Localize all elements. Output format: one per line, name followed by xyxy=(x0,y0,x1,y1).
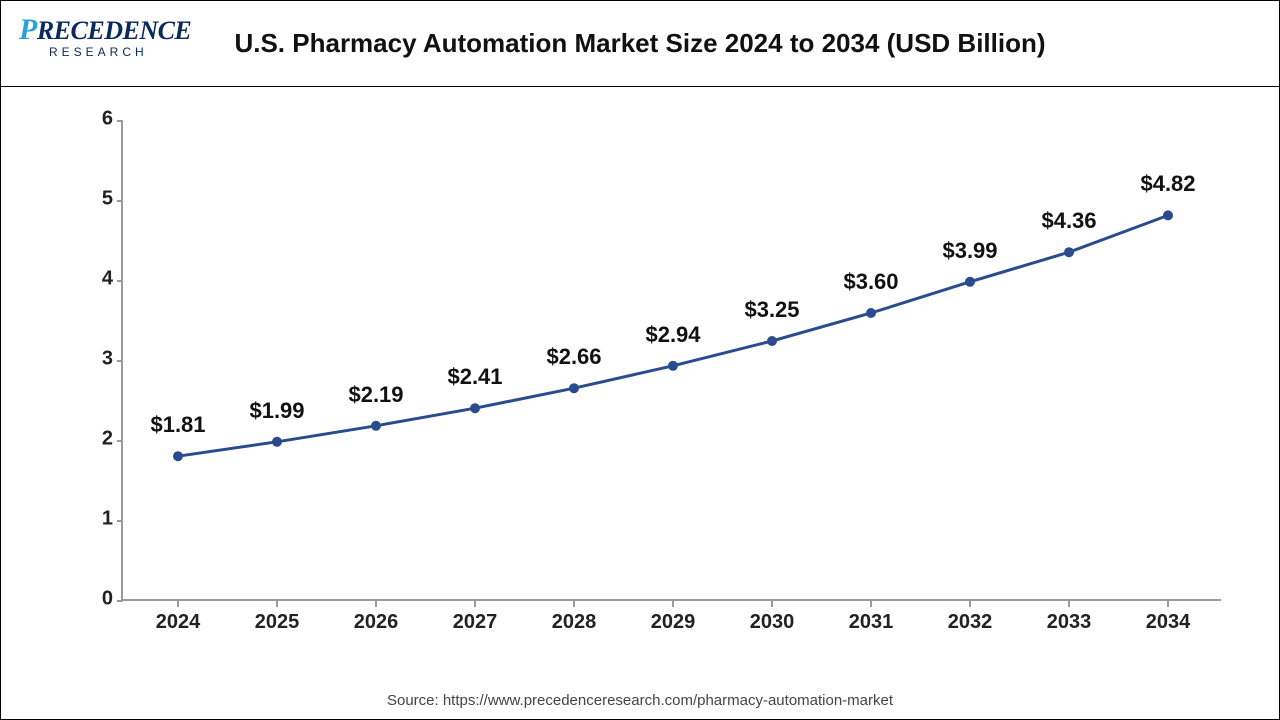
logo-wordmark-top: PRECEDENCE xyxy=(19,13,219,47)
y-tick-label: 6 xyxy=(102,108,123,131)
data-marker xyxy=(668,361,678,371)
plot-wrap: 0123456202420252026202720282029203020312… xyxy=(71,111,1231,651)
y-tick-mark xyxy=(117,280,123,282)
data-marker xyxy=(569,383,579,393)
source-text: Source: https://www.precedenceresearch.c… xyxy=(1,692,1279,709)
data-label: $3.60 xyxy=(843,269,898,295)
y-tick-mark xyxy=(117,200,123,202)
x-tick-mark xyxy=(1068,601,1070,607)
header-band: PRECEDENCE RESEARCH U.S. Pharmacy Automa… xyxy=(1,1,1279,87)
data-label: $2.19 xyxy=(348,382,403,408)
y-tick-mark xyxy=(117,360,123,362)
y-tick-label: 0 xyxy=(102,588,123,611)
y-tick-mark xyxy=(117,440,123,442)
y-tick-mark xyxy=(117,520,123,522)
data-marker xyxy=(1064,247,1074,257)
data-marker xyxy=(272,437,282,447)
y-tick-mark xyxy=(117,600,123,602)
x-tick-mark xyxy=(1167,601,1169,607)
data-label: $1.99 xyxy=(249,398,304,424)
data-marker xyxy=(371,421,381,431)
x-tick-mark xyxy=(771,601,773,607)
y-tick-label: 2 xyxy=(102,428,123,451)
x-tick-mark xyxy=(177,601,179,607)
data-label: $2.94 xyxy=(645,322,700,348)
chart-frame: PRECEDENCE RESEARCH U.S. Pharmacy Automa… xyxy=(0,0,1280,720)
logo-p-icon: P xyxy=(19,13,37,46)
data-label: $2.41 xyxy=(447,364,502,390)
y-tick-label: 4 xyxy=(102,268,123,291)
x-tick-mark xyxy=(276,601,278,607)
data-label: $2.66 xyxy=(546,344,601,370)
data-marker xyxy=(470,403,480,413)
y-tick-mark xyxy=(117,120,123,122)
data-label: $3.25 xyxy=(744,297,799,323)
data-marker xyxy=(965,277,975,287)
data-marker xyxy=(866,308,876,318)
logo-wordmark-bottom: RESEARCH xyxy=(49,45,219,59)
y-tick-label: 3 xyxy=(102,348,123,371)
data-label: $1.81 xyxy=(150,412,205,438)
x-tick-mark xyxy=(375,601,377,607)
data-marker xyxy=(767,336,777,346)
x-tick-mark xyxy=(870,601,872,607)
x-tick-mark xyxy=(474,601,476,607)
y-tick-label: 1 xyxy=(102,508,123,531)
data-marker xyxy=(1163,210,1173,220)
line-series xyxy=(123,121,1223,601)
logo-top-text: RECEDENCE xyxy=(37,16,191,45)
data-label: $4.82 xyxy=(1140,171,1195,197)
x-tick-mark xyxy=(672,601,674,607)
data-marker xyxy=(173,451,183,461)
data-label: $3.99 xyxy=(942,238,997,264)
y-tick-label: 5 xyxy=(102,188,123,211)
x-tick-mark xyxy=(969,601,971,607)
data-label: $4.36 xyxy=(1041,208,1096,234)
x-tick-mark xyxy=(573,601,575,607)
plot-area: 0123456202420252026202720282029203020312… xyxy=(121,121,1221,601)
logo: PRECEDENCE RESEARCH xyxy=(19,13,219,59)
